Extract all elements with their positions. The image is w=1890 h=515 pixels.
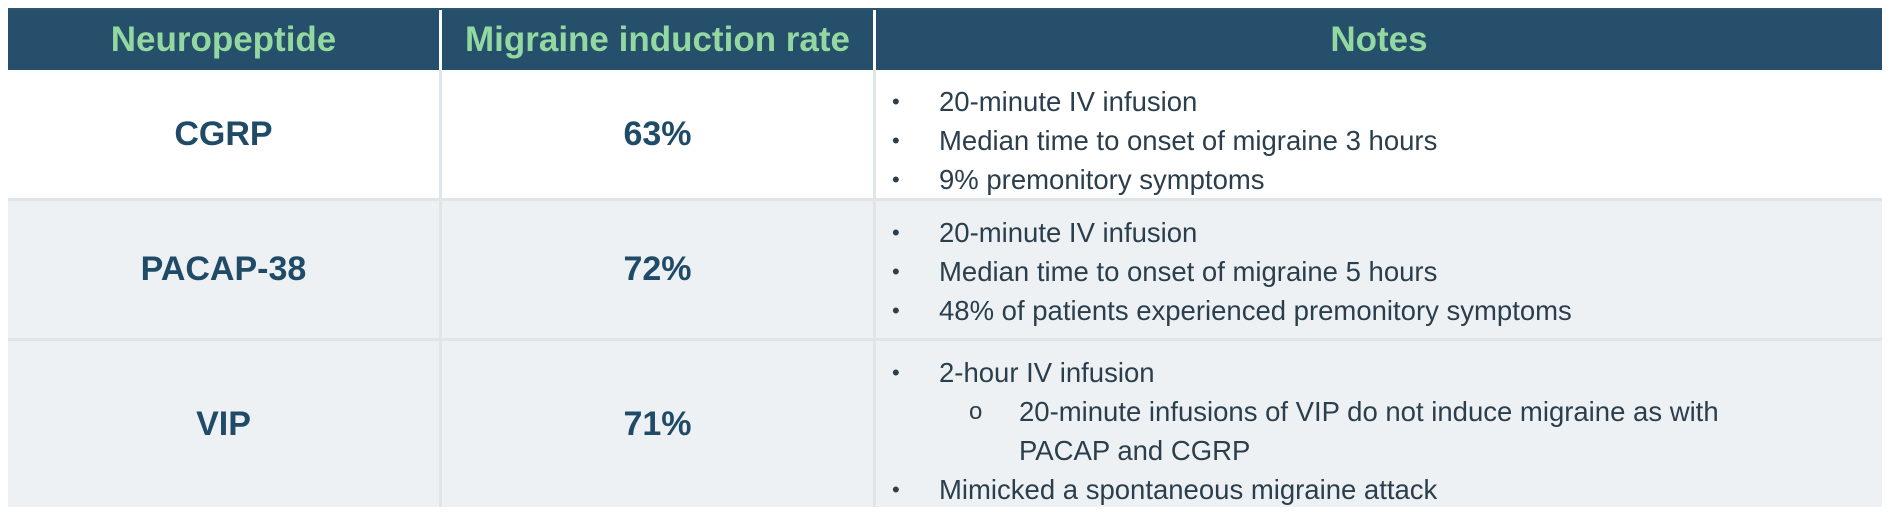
note-text: 2-hour IV infusion xyxy=(939,357,1155,388)
bullet-icon: • xyxy=(892,298,900,323)
note-text: 20-minute IV infusion xyxy=(939,217,1198,248)
note-item: • 20-minute IV infusion xyxy=(876,213,1882,252)
note-item: • Mimicked a spontaneous migraine attack xyxy=(876,470,1882,509)
bullet-icon: • xyxy=(892,477,900,502)
bullet-icon: • xyxy=(892,220,900,245)
note-text: Median time to onset of migraine 5 hours xyxy=(939,256,1438,287)
sub-note-text: 20-minute infusions of VIP do not induce… xyxy=(1019,396,1719,466)
note-item: • 20-minute IV infusion xyxy=(876,82,1882,121)
note-item: • 9% premonitory symptoms xyxy=(876,160,1882,199)
neuropeptide-table: Neuropeptide Migraine induction rate Not… xyxy=(8,8,1882,507)
bullet-icon: • xyxy=(892,128,900,153)
table-header: Neuropeptide Migraine induction rate Not… xyxy=(8,8,1882,70)
notes-list: • 20-minute IV infusion • Median time to… xyxy=(876,201,1882,330)
bullet-icon: • xyxy=(892,360,900,385)
neuropeptide-cell: PACAP-38 xyxy=(8,201,442,338)
rate-cell: 72% xyxy=(442,201,876,338)
header-notes: Notes xyxy=(1330,20,1428,59)
sub-notes-list: o 20-minute infusions of VIP do not indu… xyxy=(939,392,1882,470)
table-row: CGRP 63% • 20-minute IV infusion • Media… xyxy=(8,70,1882,201)
notes-list: • 2-hour IV infusion o 20-minute infusio… xyxy=(876,341,1882,509)
notes-list: • 20-minute IV infusion • Median time to… xyxy=(876,70,1882,199)
header-migraine-induction-rate: Migraine induction rate xyxy=(442,10,876,70)
note-item: • Median time to onset of migraine 5 hou… xyxy=(876,252,1882,291)
note-text: 20-minute IV infusion xyxy=(939,86,1198,117)
bullet-icon: • xyxy=(892,167,900,192)
bullet-icon: • xyxy=(892,259,900,284)
circle-bullet-icon: o xyxy=(969,398,983,425)
note-text: 48% of patients experienced premonitory … xyxy=(939,295,1572,326)
neuropeptide-cell: CGRP xyxy=(8,70,442,198)
rate-cell: 71% xyxy=(442,341,876,507)
neuropeptide-cell: VIP xyxy=(8,341,442,507)
note-item: • 48% of patients experienced premonitor… xyxy=(876,291,1882,330)
note-item: • 2-hour IV infusion o 20-minute infusio… xyxy=(876,353,1882,470)
note-item: • Median time to onset of migraine 3 hou… xyxy=(876,121,1882,160)
header-neuropeptide: Neuropeptide xyxy=(8,10,442,70)
sub-note-item: o 20-minute infusions of VIP do not indu… xyxy=(939,392,1739,470)
bullet-icon: • xyxy=(892,89,900,114)
notes-cell: • 2-hour IV infusion o 20-minute infusio… xyxy=(876,341,1882,507)
notes-cell: • 20-minute IV infusion • Median time to… xyxy=(876,201,1882,338)
note-text: Median time to onset of migraine 3 hours xyxy=(939,125,1438,156)
note-text: Mimicked a spontaneous migraine attack xyxy=(939,474,1438,505)
notes-cell: • 20-minute IV infusion • Median time to… xyxy=(876,70,1882,198)
rate-cell: 63% xyxy=(442,70,876,198)
table-row: PACAP-38 72% • 20-minute IV infusion • M… xyxy=(8,201,1882,341)
table-row: VIP 71% • 2-hour IV infusion o 20-minute… xyxy=(8,341,1882,507)
note-text: 9% premonitory symptoms xyxy=(939,164,1265,195)
